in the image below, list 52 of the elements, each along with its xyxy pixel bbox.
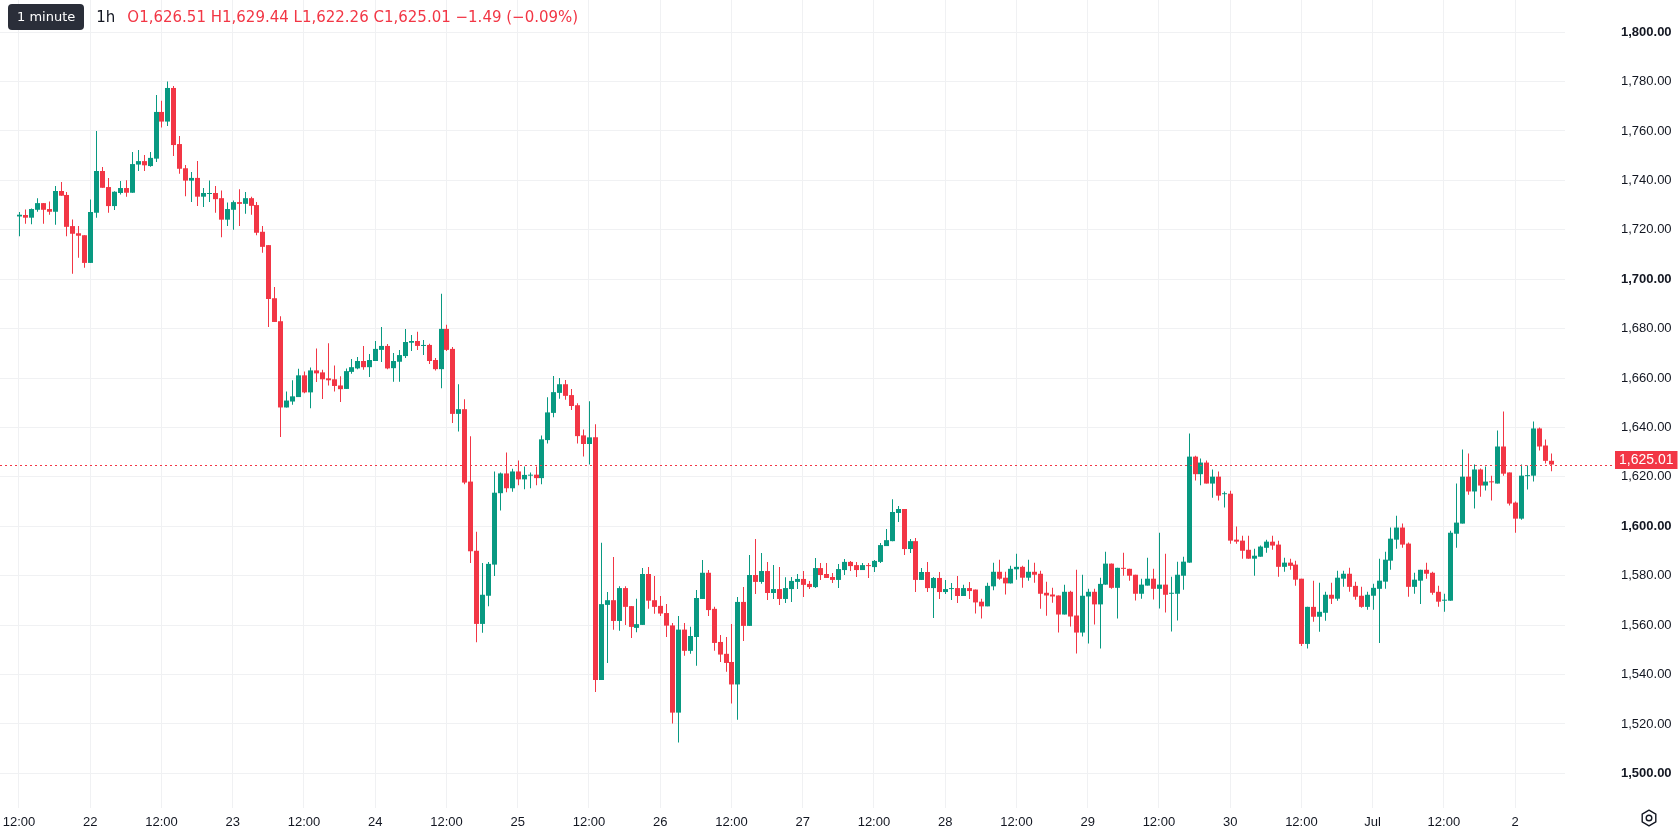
x-tick-label: 12:00 <box>1142 814 1176 830</box>
y-tick-label: 1,780.00 <box>1621 73 1672 89</box>
candlestick <box>237 189 242 227</box>
x-tick-label: 12:00 <box>145 814 178 830</box>
y-tick-label: 1,600.00 <box>1621 517 1672 533</box>
candlestick <box>1157 532 1162 609</box>
x-tick-label: 28 <box>937 814 953 830</box>
y-tick-label: 1,500.00 <box>1621 764 1672 780</box>
candlestick <box>587 401 592 465</box>
x-tick-label: 2 <box>1511 814 1519 830</box>
y-tick-label: 1,540.00 <box>1621 666 1672 682</box>
x-tick-label: 24 <box>367 814 383 830</box>
candlestick <box>1222 491 1227 508</box>
x-tick-label: 27 <box>795 814 810 830</box>
x-tick-label: Jul <box>1364 814 1382 830</box>
annotation: 1 minute <box>8 4 85 30</box>
candlestick <box>1489 475 1494 501</box>
x-tick-label: 12:00 <box>287 814 321 830</box>
ref-line-label: 1,625.01 <box>1619 451 1674 468</box>
x-tick-label: 12:00 <box>1285 814 1318 830</box>
text: 1h <box>96 7 116 27</box>
x-tick-label: 12:00 <box>572 814 606 830</box>
x-tick-label: 23 <box>225 814 240 830</box>
candlestick <box>949 582 954 600</box>
y-tick-label: 1,640.00 <box>1621 419 1672 435</box>
x-tick-label: 12:00 <box>430 814 463 830</box>
candlestick <box>1121 552 1126 576</box>
x-tick-label: 22 <box>83 814 98 830</box>
x-tick-label: 12:00 <box>2 814 36 830</box>
y-tick-label: 1,620.00 <box>1621 468 1672 484</box>
y-tick-label: 1,720.00 <box>1621 221 1672 237</box>
y-tick-label: 1,760.00 <box>1621 122 1672 138</box>
x-tick-label: 12:00 <box>1000 814 1033 830</box>
y-tick-label: 1,560.00 <box>1621 616 1672 632</box>
candlestick <box>189 171 194 203</box>
x-tick-label: 12:00 <box>857 814 891 830</box>
y-tick-label: 1,800.00 <box>1621 23 1672 39</box>
y-tick-label: 1,580.00 <box>1621 567 1672 583</box>
text: O1,626.51 H1,629.44 L1,622.26 C1,625.01 −1.49 (−0.09%) <box>127 7 579 27</box>
x-tick-label: 12:00 <box>715 814 748 830</box>
x-tick-label: 29 <box>1080 814 1095 830</box>
y-tick-label: 1,660.00 <box>1621 369 1672 385</box>
y-tick-label: 1,740.00 <box>1621 171 1672 187</box>
y-tick-label: 1,680.00 <box>1621 320 1672 336</box>
candlestick <box>421 340 426 356</box>
x-tick-label: 30 <box>1222 814 1238 830</box>
x-tick-label: 12:00 <box>1427 814 1461 830</box>
x-tick-label: 26 <box>652 814 668 830</box>
x-tick-label: 25 <box>510 814 525 830</box>
y-tick-label: 1,520.00 <box>1621 715 1672 731</box>
candlestick <box>866 562 871 578</box>
y-tick-label: 1,700.00 <box>1621 270 1672 286</box>
